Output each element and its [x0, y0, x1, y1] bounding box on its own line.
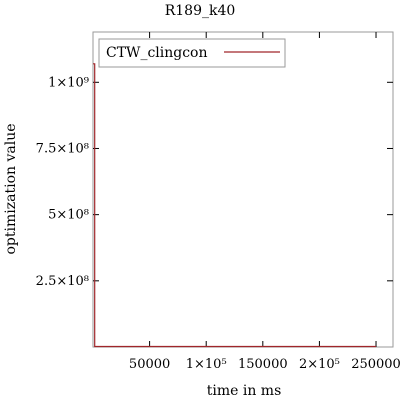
legend-label: CTW_clingcon [106, 45, 208, 61]
series-layer [93, 63, 376, 348]
x-tick-label-2: 150000 [238, 357, 288, 372]
legend-box [98, 38, 286, 68]
y-tick-label-0: 2.5×10⁸ [36, 274, 89, 289]
plot-frame [92, 31, 394, 348]
x-tick-label-3: 2×10⁵ [299, 357, 340, 372]
series-line-0 [93, 63, 376, 348]
y-tick-label-2: 7.5×10⁸ [36, 141, 89, 156]
legend: CTW_clingcon [98, 38, 286, 68]
y-tick-label-1: 5×10⁸ [48, 208, 89, 223]
x-axis: 50000 1×10⁵ 150000 2×10⁵ 250000 [129, 32, 400, 372]
y-axis-label: optimization value [3, 123, 19, 254]
y-tick-label-3: 1×10⁹ [48, 75, 89, 90]
chart-title: R189_k40 [165, 3, 236, 19]
x-tick-label-1: 1×10⁵ [186, 357, 227, 372]
x-tick-label-0: 50000 [129, 357, 170, 372]
x-tick-label-4: 250000 [351, 357, 400, 372]
y-axis: 2.5×10⁸ 5×10⁸ 7.5×10⁸ 1×10⁹ [36, 75, 393, 289]
x-axis-label: time in ms [207, 383, 282, 399]
